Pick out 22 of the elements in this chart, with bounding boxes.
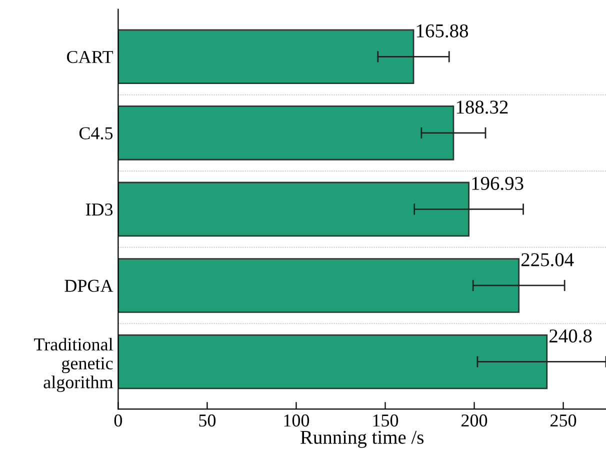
bar [118, 29, 414, 84]
x-axis-title: Running time /s [300, 430, 424, 448]
y-tick-label: Traditional genetic algorithm [34, 338, 114, 392]
y-tick-label: DPGA [64, 280, 114, 292]
x-tick-label: 0 [114, 414, 122, 427]
x-tick-label: 50 [199, 414, 216, 427]
x-tick-label: 100 [284, 414, 310, 427]
y-tick-label: CART [66, 50, 114, 64]
bar [118, 334, 548, 390]
data-label: 240.8 [550, 329, 592, 343]
data-label: 196.93 [472, 176, 524, 190]
x-tick-label: 250 [550, 414, 576, 427]
bar [118, 106, 454, 160]
data-label: 188.32 [456, 100, 508, 114]
bar [118, 182, 470, 237]
y-tick-label: ID3 [86, 204, 113, 216]
data-label: 165.88 [416, 24, 468, 38]
bar [118, 258, 520, 313]
data-label: 225.04 [521, 253, 574, 266]
x-tick-label: 200 [462, 414, 488, 427]
x-tick-label: 150 [373, 414, 398, 427]
y-tick-label: C4.5 [79, 127, 113, 140]
